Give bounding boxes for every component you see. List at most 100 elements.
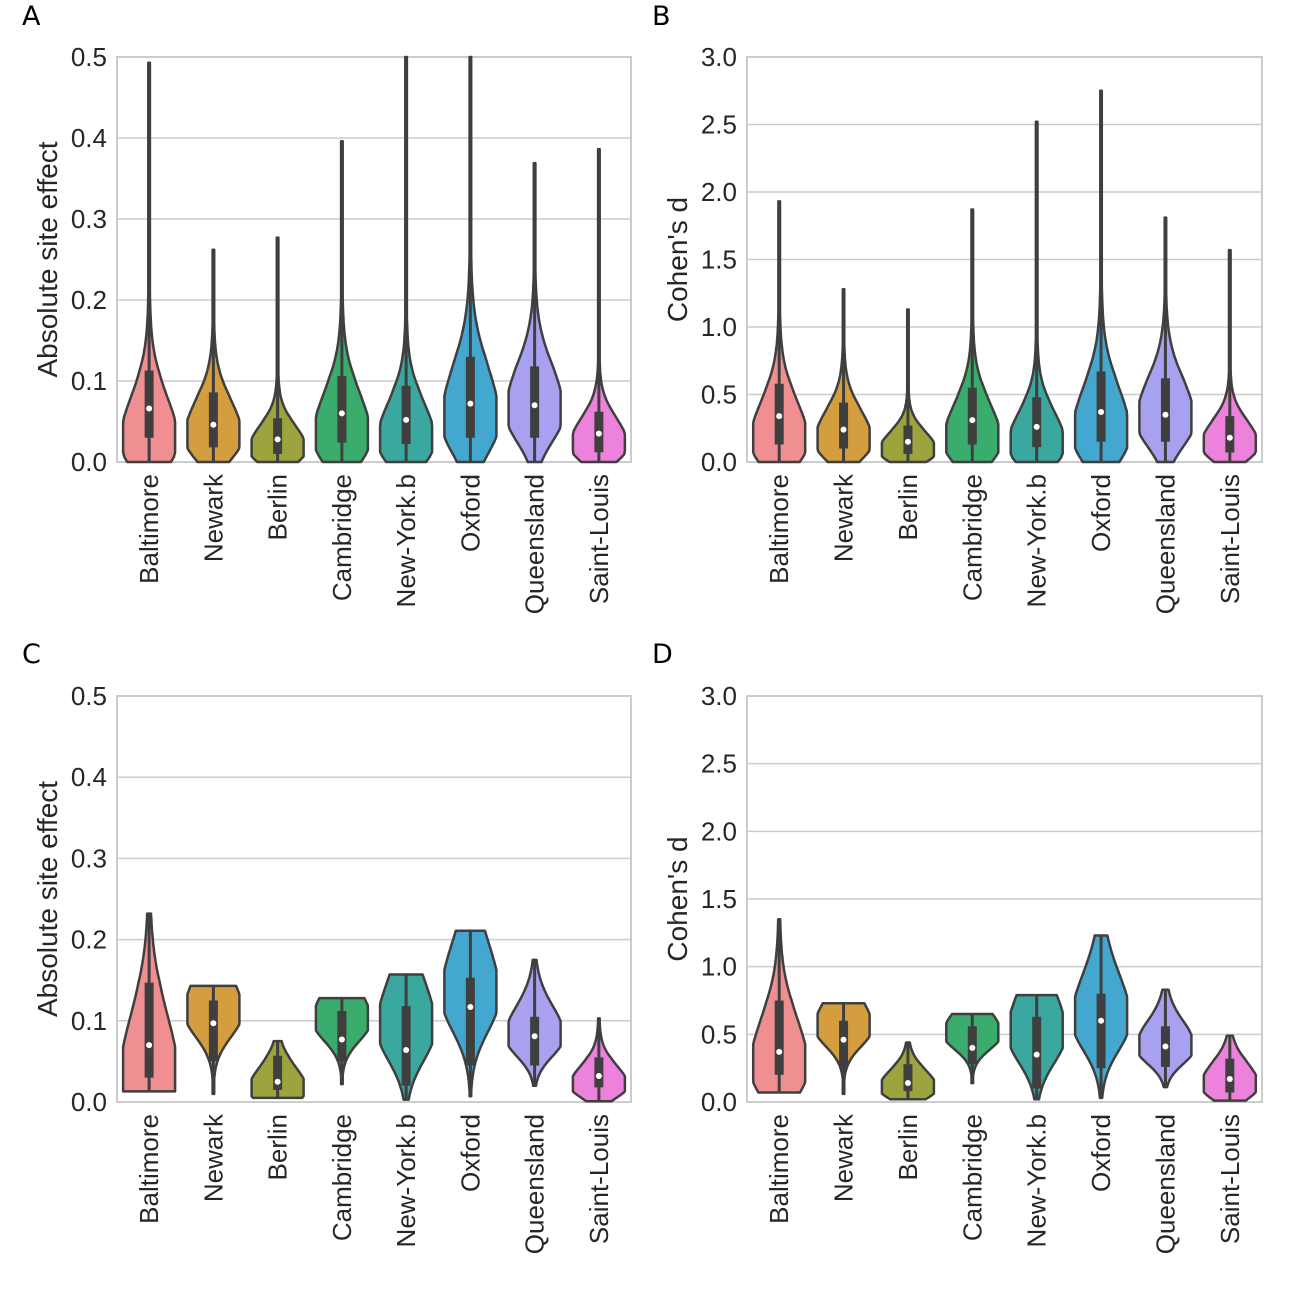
x-tick-label: Oxford	[455, 474, 485, 552]
y-tick-label: 0.1	[71, 366, 107, 396]
x-tick-label: New-York.b	[391, 1114, 421, 1247]
x-tick-label: Baltimore	[134, 1114, 164, 1224]
y-axis-label: Cohen's d	[662, 197, 693, 322]
y-tick-label: 0.5	[71, 42, 107, 72]
y-tick-label: 3.0	[701, 42, 737, 72]
violin-median-dot	[467, 400, 474, 407]
violin-median-dot	[531, 402, 538, 409]
violin-median-dot	[1098, 409, 1105, 416]
x-tick-label: New-York.b	[1022, 1114, 1052, 1247]
x-tick-label: Berlin	[263, 474, 293, 540]
x-tick-label: Newark	[829, 1113, 859, 1202]
y-tick-label: 0.3	[71, 204, 107, 234]
violin-median-dot	[1162, 411, 1169, 418]
x-tick-label: Cambridge	[957, 474, 987, 601]
violin-median-dot	[595, 1073, 602, 1080]
y-tick-label: 2.5	[701, 110, 737, 140]
x-tick-label: Saint-Louis	[584, 1114, 614, 1244]
violin-median-dot	[210, 1020, 217, 1027]
y-tick-label: 3.0	[701, 681, 737, 711]
y-axis-label: Absolute site effect	[32, 781, 63, 1017]
y-tick-label: 0.0	[71, 447, 107, 477]
panel-b: B 0.0 0.5 1.0 1.5 2.0 2.5 3.0 Cohen's d Baltimore…	[652, 1, 1263, 614]
y-tick-label: 2.0	[701, 177, 737, 207]
x-tick-label: Queensland	[520, 474, 550, 614]
panel-a: A 0.0 0.1 0.2 0.3 0.4 0.5 Absolute site effect B…	[22, 1, 632, 614]
violin-median-dot	[274, 1078, 281, 1085]
x-tick-label: Saint-Louis	[1215, 474, 1245, 604]
violin-median-dot	[403, 1047, 410, 1054]
violin-median-dot	[1098, 1017, 1105, 1024]
violin-median-dot	[1162, 1043, 1169, 1050]
y-tick-label: 0.0	[701, 447, 737, 477]
x-tick-label: Cambridge	[327, 474, 357, 601]
x-tick-label: Cambridge	[957, 1114, 987, 1241]
x-tick-label: Newark	[198, 1113, 228, 1202]
y-axis-label: Absolute site effect	[32, 141, 63, 377]
violin-median-dot	[969, 417, 976, 424]
violin-median-dot	[969, 1044, 976, 1051]
x-tick-label: Queensland	[1150, 1114, 1180, 1254]
violin-median-dot	[338, 410, 345, 417]
x-tick-label: Queensland	[520, 1114, 550, 1254]
panel-letter: C	[22, 639, 41, 670]
x-tick-label: Baltimore	[764, 474, 794, 584]
y-tick-label: 0.3	[71, 843, 107, 873]
x-tick-label: Baltimore	[764, 1114, 794, 1224]
panel-letter: A	[22, 1, 41, 32]
panel-letter: B	[652, 1, 671, 32]
x-tick-label: Saint-Louis	[1215, 1114, 1245, 1244]
panel-c: C 0.0 0.1 0.2 0.3 0.4 0.5 Absolute site effect B…	[22, 639, 632, 1254]
violin-median-dot	[776, 1048, 783, 1055]
x-tick-label: Oxford	[1086, 1114, 1116, 1192]
violin-median-dot	[338, 1036, 345, 1043]
y-axis-label: Cohen's d	[662, 836, 693, 961]
plot-frame	[746, 695, 1263, 1103]
violin-median-dot	[146, 405, 153, 412]
panel-letter: D	[652, 639, 673, 670]
violin-median-dot	[1033, 1051, 1040, 1058]
x-tick-label: Baltimore	[134, 474, 164, 584]
x-tick-label: New-York.b	[1022, 474, 1052, 607]
plot-frame	[116, 56, 632, 463]
x-tick-label: Berlin	[893, 1114, 923, 1180]
x-tick-label: Saint-Louis	[584, 474, 614, 604]
y-tick-label: 2.5	[701, 749, 737, 779]
violin-median-dot	[1033, 423, 1040, 430]
violin-median-dot	[403, 416, 410, 423]
plot-frame	[116, 695, 632, 1103]
x-tick-label: Oxford	[1086, 474, 1116, 552]
y-tick-label: 0.5	[701, 1019, 737, 1049]
violin-median-dot	[776, 413, 783, 420]
y-tick-label: 2.0	[701, 816, 737, 846]
violin-median-dot	[531, 1033, 538, 1040]
violin-median-dot	[595, 430, 602, 437]
y-tick-label: 0.5	[71, 681, 107, 711]
plot-frame	[746, 56, 1263, 463]
violin-median-dot	[274, 436, 281, 443]
panel-d: D 0.0 0.5 1.0 1.5 2.0 2.5 3.0 Cohen's d Baltimore…	[652, 639, 1263, 1254]
y-tick-label: 1.5	[701, 245, 737, 275]
y-tick-label: 0.0	[701, 1087, 737, 1117]
x-tick-label: Cambridge	[327, 1114, 357, 1241]
y-tick-label: 1.0	[701, 312, 737, 342]
x-tick-label: Newark	[829, 473, 859, 562]
violin-median-dot	[1226, 1075, 1233, 1082]
violin-median-dot	[904, 438, 911, 445]
x-tick-label: Queensland	[1150, 474, 1180, 614]
y-tick-label: 0.0	[71, 1087, 107, 1117]
violin-median-dot	[210, 421, 217, 428]
y-tick-label: 1.5	[701, 884, 737, 914]
violin-median-dot	[1226, 434, 1233, 441]
violin-median-dot	[904, 1080, 911, 1087]
violin-median-dot	[840, 426, 847, 433]
y-tick-label: 0.5	[701, 380, 737, 410]
x-tick-label: Berlin	[263, 1114, 293, 1180]
violin-median-dot	[840, 1036, 847, 1043]
x-tick-label: Newark	[198, 473, 228, 562]
y-tick-label: 0.4	[71, 762, 107, 792]
y-tick-label: 0.2	[71, 285, 107, 315]
x-tick-label: New-York.b	[391, 474, 421, 607]
y-tick-label: 0.2	[71, 925, 107, 955]
